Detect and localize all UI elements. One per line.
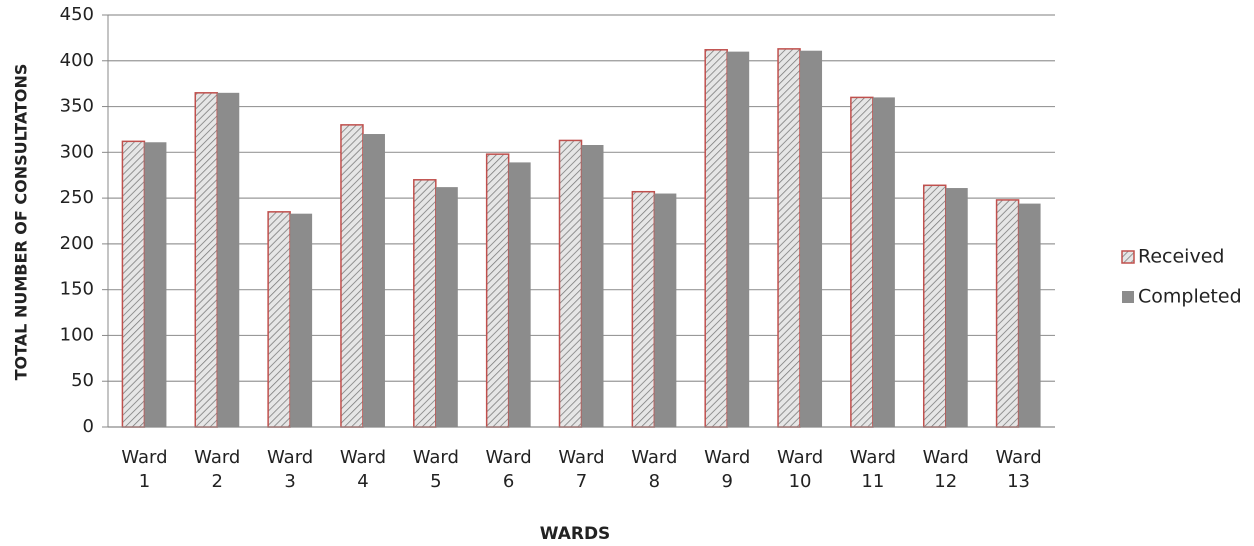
y-tick-label: 300 xyxy=(60,141,94,162)
x-tick-label: Ward 9 xyxy=(704,447,751,492)
legend-swatch xyxy=(1122,291,1134,303)
x-tick-label: Ward 3 xyxy=(267,447,314,492)
bar xyxy=(362,134,385,427)
bar xyxy=(777,48,801,428)
bar xyxy=(435,187,458,427)
bar xyxy=(850,96,874,428)
x-tick-label: Ward 12 xyxy=(922,447,969,492)
bar xyxy=(144,142,167,428)
bar xyxy=(413,179,437,428)
bar xyxy=(872,97,895,428)
bar xyxy=(631,190,656,428)
bar xyxy=(1018,203,1041,427)
y-axis-title: TOTAL NUMBER OF CONSULTATONS xyxy=(12,64,31,381)
legend-label: Completed xyxy=(1138,286,1242,308)
bar xyxy=(267,211,291,428)
y-tick-label: 100 xyxy=(60,324,94,345)
bar xyxy=(727,51,750,427)
y-tick-label: 0 xyxy=(83,416,94,437)
y-tick-label: 50 xyxy=(71,370,94,391)
y-tick-label: 250 xyxy=(60,187,94,208)
x-tick-label: Ward 10 xyxy=(776,447,824,492)
y-tick-label: 150 xyxy=(60,279,94,300)
bar xyxy=(290,213,313,427)
x-tick-label: Ward 5 xyxy=(412,447,459,492)
bar xyxy=(121,140,146,428)
bar xyxy=(581,145,604,427)
legend-label: Received xyxy=(1138,246,1224,268)
x-tick-label: Ward 7 xyxy=(558,447,605,492)
bar xyxy=(340,124,364,428)
bar xyxy=(485,153,510,428)
y-tick-label: 350 xyxy=(60,96,94,117)
bar xyxy=(194,92,219,428)
bar xyxy=(654,193,677,427)
y-tick-label: 450 xyxy=(60,4,94,25)
x-tick-label: Ward 4 xyxy=(339,447,387,492)
x-tick-label: Ward 13 xyxy=(995,447,1042,492)
x-tick-label: Ward 11 xyxy=(849,447,896,492)
bar xyxy=(704,49,728,428)
y-tick-label: 400 xyxy=(60,50,94,71)
y-tick-label: 200 xyxy=(60,233,94,254)
bar xyxy=(800,50,823,427)
x-tick-label: Ward 1 xyxy=(121,447,168,492)
bar xyxy=(558,139,583,428)
bar xyxy=(217,92,240,428)
x-tick-label: Ward 2 xyxy=(194,447,241,492)
x-tick-label: Ward 8 xyxy=(631,447,678,492)
x-tick-label: Ward 6 xyxy=(485,447,532,492)
bar xyxy=(995,199,1020,428)
bar xyxy=(945,188,968,427)
bar xyxy=(922,184,947,428)
legend-swatch xyxy=(1121,250,1135,264)
bar xyxy=(508,162,531,427)
x-axis-title: WARDS xyxy=(540,524,611,544)
